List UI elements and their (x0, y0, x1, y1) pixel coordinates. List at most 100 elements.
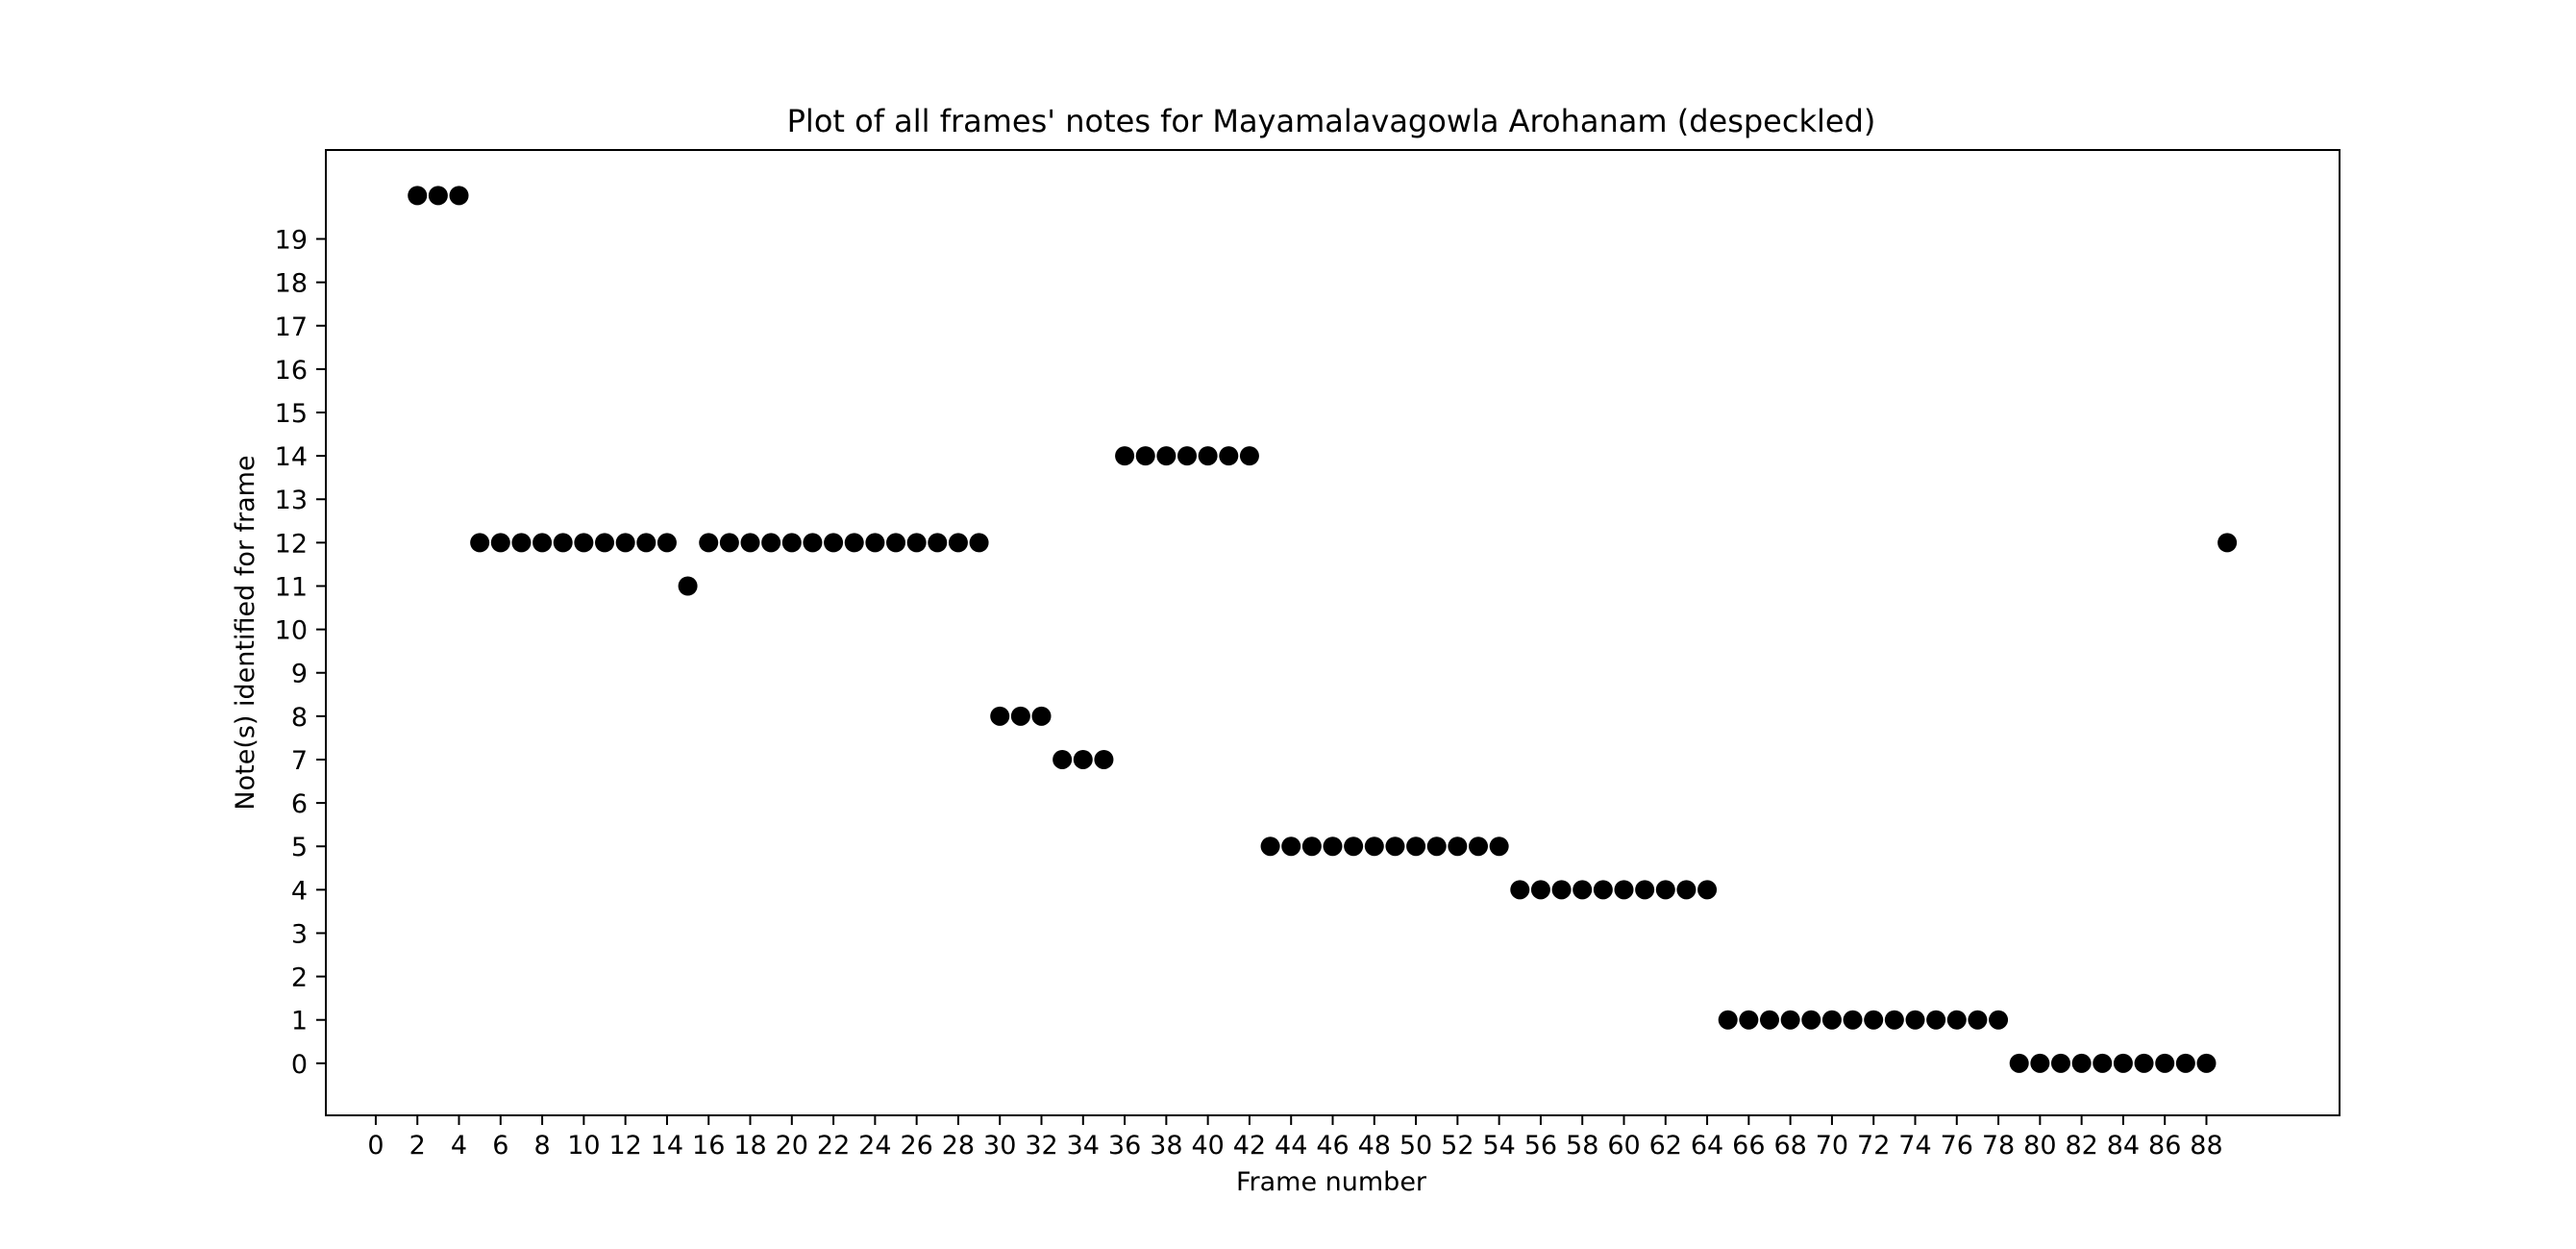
data-point (470, 533, 490, 553)
x-tick-label: 58 (1566, 1131, 1598, 1161)
data-point (1510, 880, 1530, 900)
x-tick-label: 46 (1316, 1131, 1349, 1161)
data-point (2155, 1053, 2175, 1073)
x-tick-label: 6 (492, 1131, 508, 1161)
x-tick-label: 4 (451, 1131, 467, 1161)
data-point (1739, 1010, 1759, 1030)
y-tick-label: 19 (275, 226, 308, 256)
data-point (969, 533, 989, 553)
data-point (2093, 1053, 2113, 1073)
x-tick-label: 18 (733, 1131, 766, 1161)
x-tick-label: 30 (983, 1131, 1016, 1161)
x-axis-label: Frame number (1236, 1167, 1427, 1197)
data-point (1073, 749, 1093, 769)
y-tick-label: 17 (275, 312, 308, 342)
data-point (2217, 533, 2238, 553)
y-tick-label: 8 (291, 703, 308, 733)
x-tick-label: 86 (2148, 1131, 2181, 1161)
x-tick-label: 36 (1108, 1131, 1141, 1161)
data-point (2030, 1053, 2050, 1073)
data-point (1759, 1010, 1779, 1030)
x-tick-label: 64 (1691, 1131, 1723, 1161)
data-point (761, 533, 781, 553)
data-point (511, 533, 532, 553)
x-tick-label: 88 (2190, 1131, 2222, 1161)
x-tick-label: 2 (409, 1131, 426, 1161)
data-point (1821, 1010, 1842, 1030)
y-tick-label: 6 (291, 789, 308, 819)
data-point (1801, 1010, 1821, 1030)
y-tick-label: 1 (291, 1007, 308, 1037)
data-point (1697, 880, 1718, 900)
x-tick-label: 82 (2065, 1131, 2097, 1161)
data-point (865, 533, 885, 553)
data-point (906, 533, 927, 553)
data-point (2134, 1053, 2154, 1073)
data-point (1530, 880, 1550, 900)
data-point (1323, 837, 1343, 857)
x-tick-label: 70 (1816, 1131, 1848, 1161)
plot-area-frame (325, 149, 2341, 1116)
data-point (1094, 749, 1114, 769)
data-point (1385, 837, 1405, 857)
x-tick-label: 50 (1399, 1131, 1432, 1161)
data-point (1281, 837, 1301, 857)
y-tick-label: 15 (275, 399, 308, 429)
data-point (740, 533, 760, 553)
data-point (1614, 880, 1634, 900)
data-point (699, 533, 719, 553)
data-point (1135, 446, 1155, 466)
data-point (1260, 837, 1280, 857)
data-point (449, 186, 469, 206)
data-point (636, 533, 656, 553)
data-point (1406, 837, 1426, 857)
data-point (2113, 1053, 2133, 1073)
y-tick-label: 18 (275, 269, 308, 299)
data-point (1989, 1010, 2009, 1030)
data-point (1489, 837, 1509, 857)
y-tick-label: 5 (291, 833, 308, 862)
data-point (1448, 837, 1468, 857)
data-point (1946, 1010, 1967, 1030)
y-tick-label: 12 (275, 529, 308, 559)
y-tick-label: 13 (275, 486, 308, 515)
x-tick-label: 40 (1191, 1131, 1224, 1161)
data-point (615, 533, 635, 553)
data-point (1301, 837, 1322, 857)
x-tick-label: 14 (651, 1131, 683, 1161)
x-tick-label: 28 (942, 1131, 975, 1161)
x-tick-label: 80 (2023, 1131, 2056, 1161)
x-tick-label: 74 (1898, 1131, 1931, 1161)
data-point (781, 533, 802, 553)
data-point (1926, 1010, 1946, 1030)
y-tick-label: 14 (275, 442, 308, 472)
data-point (1239, 446, 1259, 466)
x-tick-label: 54 (1482, 1131, 1515, 1161)
data-point (1905, 1010, 1925, 1030)
data-point (428, 186, 448, 206)
data-point (1676, 880, 1697, 900)
data-point (1219, 446, 1239, 466)
data-point (1780, 1010, 1800, 1030)
y-tick-label: 0 (291, 1050, 308, 1080)
x-tick-label: 48 (1358, 1131, 1391, 1161)
data-point (990, 706, 1010, 726)
data-point (1031, 706, 1052, 726)
data-point (1718, 1010, 1738, 1030)
data-point (1573, 880, 1593, 900)
x-tick-label: 60 (1607, 1131, 1640, 1161)
x-tick-label: 78 (1982, 1131, 2015, 1161)
data-point (1344, 837, 1364, 857)
data-point (1655, 880, 1675, 900)
data-point (886, 533, 906, 553)
data-point (803, 533, 823, 553)
data-point (1010, 706, 1030, 726)
data-point (1551, 880, 1572, 900)
data-point (1198, 446, 1218, 466)
x-tick-label: 38 (1150, 1131, 1182, 1161)
data-point (574, 533, 594, 553)
x-tick-label: 24 (858, 1131, 891, 1161)
data-point (844, 533, 864, 553)
